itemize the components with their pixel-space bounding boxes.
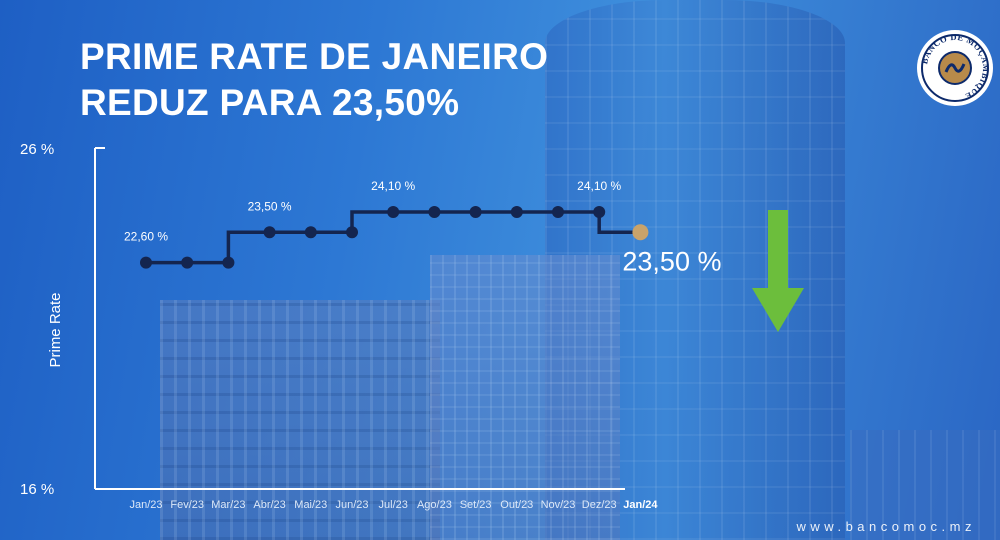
down-arrow-icon <box>752 210 804 332</box>
background-building-middle <box>430 255 620 540</box>
background-building-left <box>160 300 440 540</box>
data-point <box>593 206 606 219</box>
website-url: www.bancomoc.mz <box>796 519 976 534</box>
x-tick-label: Nov/23 <box>541 499 576 511</box>
x-tick-label: Jan/23 <box>129 499 162 511</box>
x-tick-label: Abr/23 <box>253 499 285 511</box>
data-label: 24,10 % <box>371 179 415 193</box>
background-building-right <box>850 430 1000 540</box>
y-tick-label-min: 16 % <box>20 481 54 498</box>
x-tick-label: Set/23 <box>460 499 492 511</box>
x-tick-label: Out/23 <box>500 499 533 511</box>
y-axis-label: Prime Rate <box>47 292 64 367</box>
headline: PRIME RATE DE JANEIRO REDUZ PARA 23,50% <box>80 34 548 126</box>
banco-de-mocambique-logo: BANCO DE MOÇAMBIQUE <box>917 30 993 106</box>
y-tick-label-max: 26 % <box>20 141 54 158</box>
data-label: 22,60 % <box>124 230 168 244</box>
x-tick-label: Ago/23 <box>417 499 452 511</box>
data-point <box>469 206 482 219</box>
data-point <box>304 226 317 239</box>
headline-line-1: PRIME RATE DE JANEIRO <box>80 36 549 77</box>
data-point <box>387 206 400 219</box>
data-point <box>222 256 235 269</box>
x-tick-label: Mai/23 <box>294 499 327 511</box>
highlight-value-label: 23,50 % <box>622 246 721 276</box>
x-tick-label: Jul/23 <box>379 499 408 511</box>
data-label: 24,10 % <box>577 179 621 193</box>
data-label: 23,50 % <box>248 199 292 213</box>
data-point <box>510 206 523 219</box>
data-point <box>263 226 276 239</box>
data-point-highlight <box>632 224 649 241</box>
x-tick-label: Mar/23 <box>211 499 245 511</box>
x-tick-label: Jun/23 <box>335 499 368 511</box>
data-point <box>140 256 152 269</box>
data-point <box>346 226 358 239</box>
x-tick-label: Jan/24 <box>623 499 658 511</box>
data-point <box>552 206 564 219</box>
data-point <box>181 256 194 269</box>
x-tick-label: Fev/23 <box>170 499 204 511</box>
data-point <box>428 206 441 219</box>
series-step-line <box>146 210 641 265</box>
headline-line-2: REDUZ PARA 23,50% <box>80 82 460 123</box>
x-tick-label: Dez/23 <box>582 499 617 511</box>
